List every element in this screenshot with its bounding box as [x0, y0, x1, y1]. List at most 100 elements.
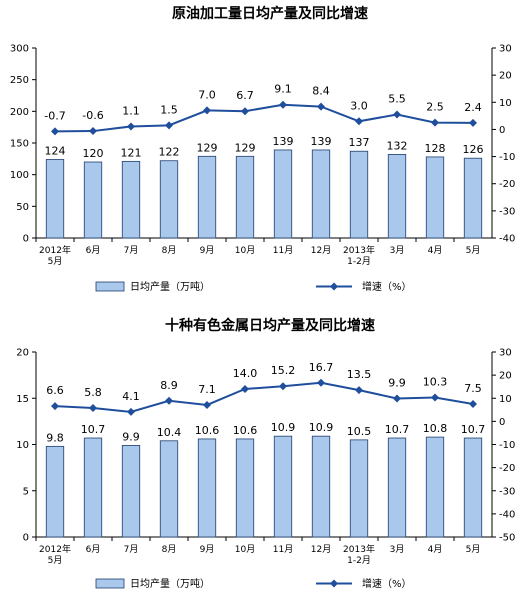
y-tick-right-label: -20 [499, 179, 515, 190]
chart-nonferrous: 十种有色金属日均产量及同比增速 0 5 10 15 20 -50 -40 -30 -20 -10… [16, 317, 515, 590]
line-data-label: 5.8 [84, 386, 102, 399]
y-ticks-left: 0 5 10 15 20 [16, 348, 36, 544]
line-data-label: 7.1 [198, 383, 216, 396]
line-data-label: -0.6 [82, 109, 103, 122]
growth-point [203, 400, 211, 409]
x-tick-label: 2012年 [39, 543, 71, 555]
line-data-label: 6.7 [236, 89, 254, 102]
y-tick-left-label: 0 [23, 234, 29, 245]
growth-point [89, 403, 97, 412]
x-tick-label: 12月 [311, 544, 331, 555]
y-tick-right-label: 20 [499, 71, 512, 82]
y-tick-right-label: -40 [499, 234, 515, 245]
legend-bar-swatch [95, 578, 125, 589]
bar-data-label: 10.7 [81, 423, 106, 436]
bar-data-label: 10.6 [233, 424, 258, 437]
x-tick-label: 3月 [390, 245, 405, 256]
bar [159, 160, 179, 239]
growth-point [469, 400, 477, 409]
bar-data-label: 129 [235, 141, 256, 154]
growth-points [51, 378, 477, 416]
y-tick-left-label: 0 [23, 533, 29, 544]
bar [463, 157, 483, 239]
line-data-label: 7.5 [464, 382, 482, 395]
y-tick-right-label: -30 [499, 206, 515, 217]
bar-data-label: 122 [159, 146, 180, 159]
legend-bar-label: 日均产量（万吨） [130, 280, 210, 293]
bar-data-label: 139 [311, 135, 332, 148]
y-tick-left-label: 5 [23, 486, 29, 497]
y-tick-left-label: 10 [16, 440, 29, 451]
y-tick-left-label: 15 [16, 394, 29, 405]
x-tick-label: 2012年 [39, 244, 71, 256]
y-tick-right-label: 30 [499, 348, 512, 359]
bar-data-label: 9.8 [46, 431, 64, 444]
bar [311, 435, 331, 538]
x-tick-label: 8月 [162, 544, 177, 555]
growth-point [51, 402, 59, 411]
bar-data-label: 139 [273, 135, 294, 148]
x-tick-label: 7月 [124, 544, 139, 555]
y-tick-left-label: 50 [16, 202, 29, 213]
growth-point [393, 394, 401, 403]
y-tick-right-label: -40 [499, 509, 515, 520]
y-tick-right-label: -50 [499, 533, 515, 544]
y-ticks-left: 0 50 100 150 200 250 300 [10, 44, 36, 245]
y-ticks-right: -40 -30 -20 -10 0 10 20 30 [492, 44, 515, 245]
growth-point [51, 127, 59, 136]
growth-point [165, 396, 173, 405]
growth-point [203, 106, 211, 115]
line-data-label: 16.7 [309, 361, 334, 374]
bar-data-labels: 9.8 10.7 9.9 10.4 10.6 10.6 10.9 10.9 10.5 10.7 10… [46, 421, 485, 444]
legend-line-marker [330, 579, 338, 588]
line-data-label: 5.5 [388, 93, 406, 106]
bar [121, 445, 141, 538]
legend-line-label: 增速（%） [362, 280, 412, 293]
bar [387, 153, 407, 239]
legend-line-label: 增速（%） [362, 577, 412, 590]
line-data-label: -0.7 [44, 109, 65, 122]
line-data-label: 13.5 [347, 368, 372, 381]
legend: 日均产量（万吨） 增速（%） [95, 577, 412, 590]
bar [387, 437, 407, 538]
x-tick-label: 9月 [200, 245, 215, 256]
bar [83, 161, 103, 239]
growth-point [355, 117, 363, 126]
x-tick-label: 1-2月 [347, 555, 371, 566]
bar-data-label: 128 [425, 142, 446, 155]
y-tick-right-label: 30 [499, 44, 512, 55]
bar [235, 438, 255, 538]
bar-data-label: 9.9 [122, 430, 140, 443]
line-data-label: 8.9 [160, 379, 178, 392]
line-data-label: 10.3 [423, 376, 448, 389]
growth-point [431, 393, 439, 402]
x-tick-label: 7月 [124, 245, 139, 256]
x-tick-label: 8月 [162, 245, 177, 256]
x-tick-label: 11月 [273, 544, 293, 555]
growth-point [127, 407, 135, 416]
bar-data-label: 10.6 [195, 424, 220, 437]
bar [349, 439, 369, 538]
line-data-label: 2.4 [464, 101, 482, 114]
bar-data-label: 132 [387, 139, 408, 152]
y-tick-right-label: 0 [499, 417, 505, 428]
growth-point [355, 386, 363, 395]
bar [273, 149, 293, 239]
bar-data-label: 10.9 [309, 421, 334, 434]
growth-point [393, 110, 401, 119]
bar [45, 445, 65, 538]
line-data-label: 14.0 [233, 367, 258, 380]
x-tick-label: 10月 [235, 544, 255, 555]
growth-point [89, 127, 97, 136]
bar-series [45, 435, 483, 538]
bar [311, 149, 331, 239]
bar-data-labels: 124 120 121 122 129 129 139 139 137 132 128 126 [45, 135, 484, 160]
legend-bar-label: 日均产量（万吨） [130, 577, 210, 590]
x-tick-label: 6月 [86, 544, 101, 555]
y-tick-right-label: 10 [499, 98, 512, 109]
growth-point [317, 378, 325, 387]
x-tick-label: 4月 [428, 544, 443, 555]
line-data-labels: 6.6 5.8 4.1 8.9 7.1 14.0 15.2 16.7 13.5 9.9 10.3 7.… [46, 361, 482, 403]
bar-data-label: 120 [83, 147, 104, 160]
